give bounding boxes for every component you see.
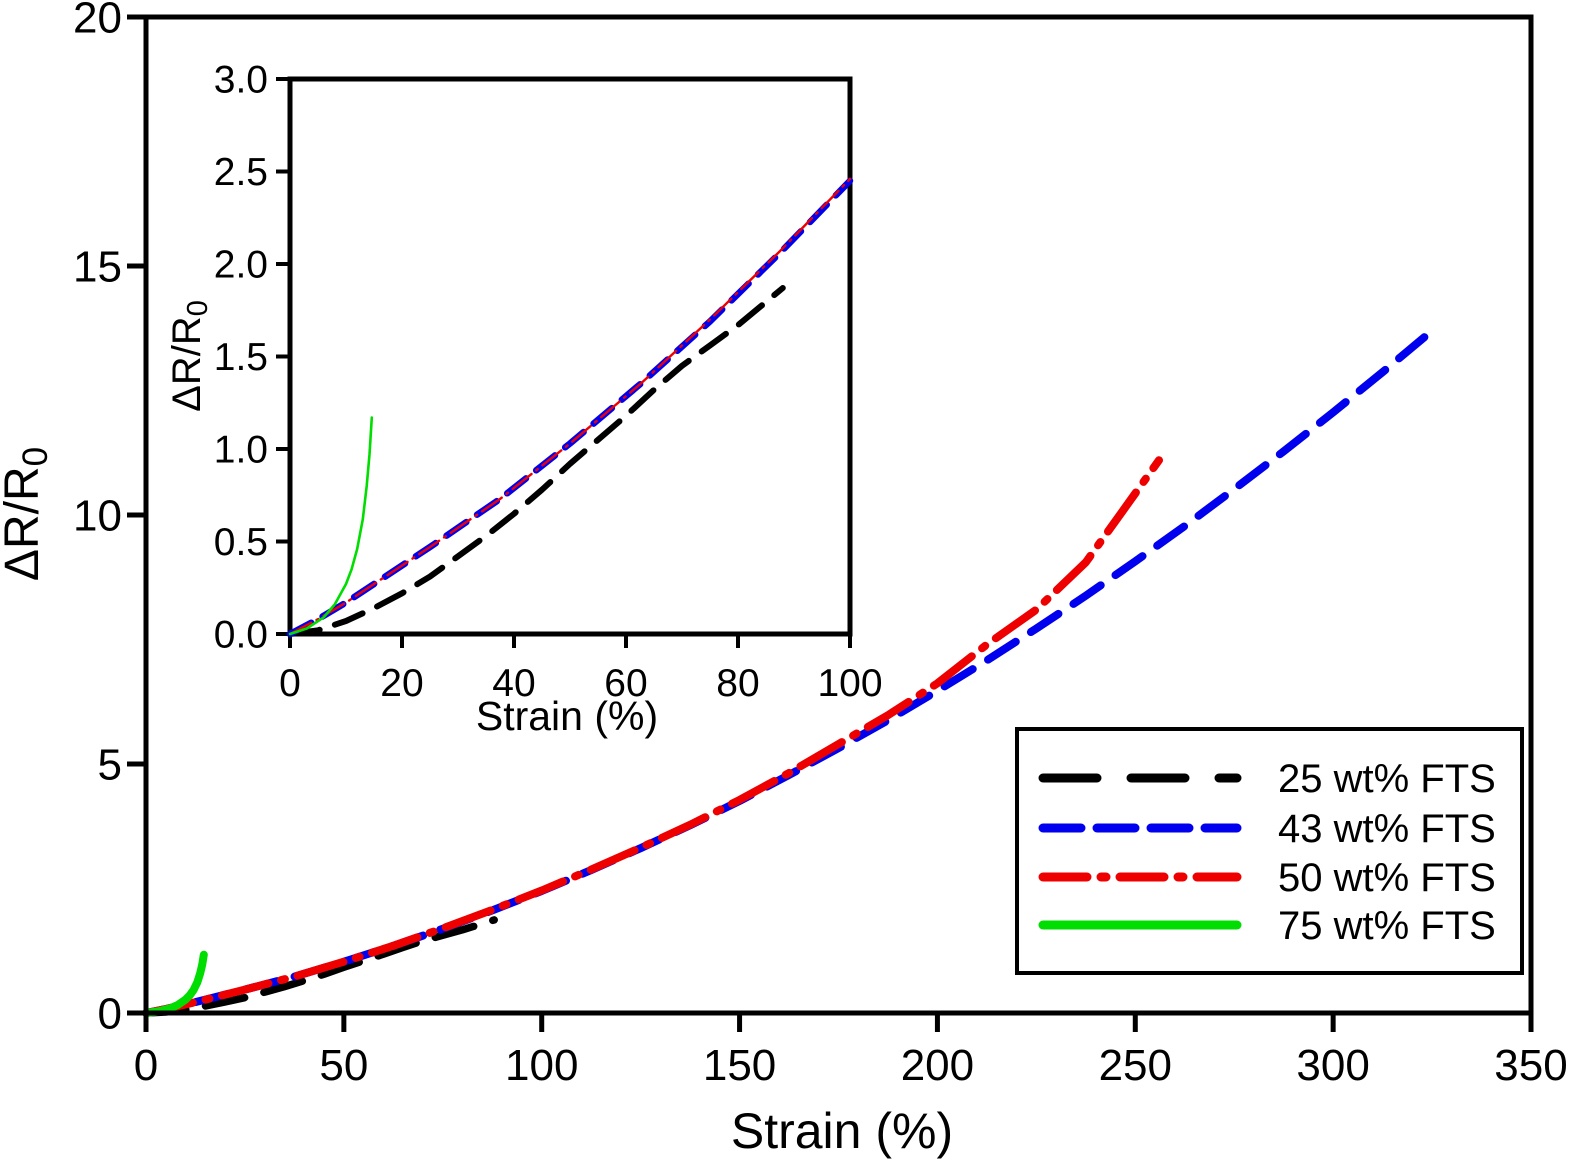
- main-x-tick-label: 300: [1296, 1041, 1369, 1090]
- legend-item-label: 75 wt% FTS: [1278, 904, 1496, 948]
- main-y-tick-label: 5: [98, 740, 122, 789]
- inset-y-tick-label: 0.0: [214, 614, 268, 657]
- main-x-tick-label: 200: [901, 1041, 974, 1090]
- main-plot-series: [142, 326, 1437, 1017]
- inset-y-tick-label: 0.5: [214, 521, 268, 564]
- inset-series-line-25-wt-fts: [287, 285, 786, 637]
- inset-x-tick-label: 60: [604, 662, 647, 705]
- inset-x-tick-label: 100: [817, 662, 882, 705]
- main-series-line-25-wt-fts: [142, 916, 498, 1017]
- main-y-tick-label: 15: [73, 242, 122, 291]
- inset-y-tick-label: 3.0: [214, 59, 268, 102]
- inset-x-tick-label: 40: [492, 662, 535, 705]
- inset-y-tick-label: 2.5: [214, 151, 268, 194]
- main-x-tick-label: 50: [319, 1041, 368, 1090]
- legend-item-label: 43 wt% FTS: [1278, 807, 1496, 851]
- main-x-tick-label: 150: [703, 1041, 776, 1090]
- main-x-tick-label: 250: [1099, 1041, 1172, 1090]
- inset-x-tick-label: 20: [380, 662, 423, 705]
- inset-x-tick-label: 80: [716, 662, 759, 705]
- inset-y-tick-label: 1.5: [214, 336, 268, 379]
- main-y-tick-label: 20: [73, 0, 122, 42]
- inset-y-tick-label: 2.0: [214, 244, 268, 287]
- inset-y-axis-label: ΔR/R0: [165, 300, 214, 412]
- main-y-axis-label: ΔR/R0: [0, 447, 55, 581]
- inset-x-axis-label: Strain (%): [476, 693, 658, 739]
- inset-series-line-50-wt-fts: [288, 177, 852, 636]
- main-y-tick-label: 0: [98, 989, 122, 1038]
- main-series-line-75-wt-fts: [142, 950, 208, 1017]
- legend-item-label: 50 wt% FTS: [1278, 856, 1496, 900]
- main-x-axis-label: Strain (%): [731, 1103, 953, 1159]
- inset-plot-box: [287, 76, 853, 637]
- legend-item-label: 25 wt% FTS: [1278, 757, 1496, 801]
- legend-box: [1015, 727, 1524, 975]
- inset-x-tick-label: 0: [279, 662, 301, 705]
- main-series-line-50-wt-fts: [142, 456, 1163, 1017]
- inset-series-line-75-wt-fts: [288, 416, 374, 636]
- main-x-tick-label: 0: [134, 1041, 158, 1090]
- inset-y-tick-label: 1.0: [214, 429, 268, 472]
- main-x-tick-label: 100: [505, 1041, 578, 1090]
- main-x-tick-label: 350: [1494, 1041, 1567, 1090]
- main-y-tick-label: 10: [73, 491, 122, 540]
- inset-plot: 0 20 40 60 80 100 0.0 0.5 1.0 1.5 2.0 2.5 3.0 Strain …: [165, 59, 883, 739]
